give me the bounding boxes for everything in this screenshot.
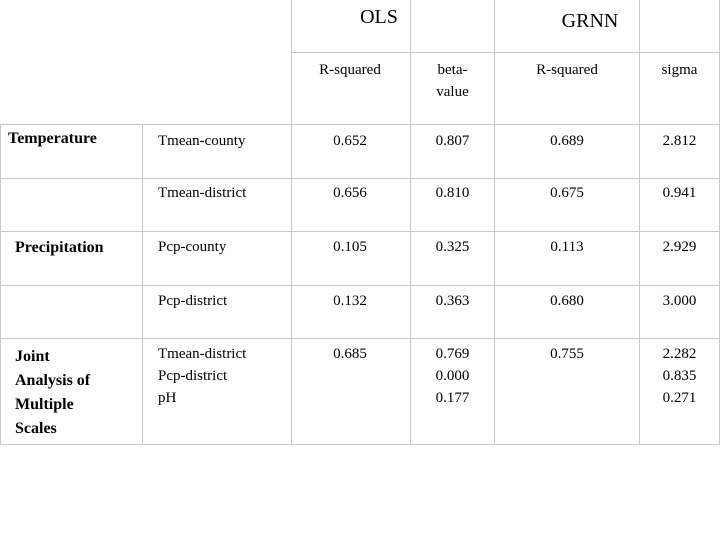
sigma-cell: 2.929 [662, 239, 697, 255]
ols-r2-cell: 0.656 [333, 185, 367, 201]
col-ols-r2: R-squared [319, 62, 381, 78]
sigma-cell: 3.000 [662, 293, 697, 309]
header-ols: OLS [360, 6, 398, 28]
beta-cell: 0.325 [435, 239, 470, 255]
beta-cell: 0.769 0.000 0.177 [435, 346, 470, 406]
variable-label: Pcp-district [158, 293, 228, 309]
beta-cell: 0.807 [435, 133, 470, 149]
sigma-cell: 2.812 [662, 133, 697, 149]
ols-r2-cell: 0.685 [333, 346, 367, 362]
grnn-r2-cell: 0.113 [550, 239, 584, 255]
ols-r2-cell: 0.132 [333, 293, 367, 309]
grnn-r2-cell: 0.675 [550, 185, 584, 201]
grnn-r2-cell: 0.689 [550, 133, 584, 149]
grnn-r2-cell: 0.755 [550, 346, 584, 362]
beta-cell: 0.810 [435, 185, 470, 201]
col-grnn-r2: R-squared [536, 62, 598, 78]
header-grnn: GRNN [561, 10, 619, 32]
group-label: Joint Analysis of Multiple Scales [15, 348, 91, 437]
variable-label: Tmean-district Pcp-district pH [158, 346, 247, 406]
ols-r2-cell: 0.652 [333, 133, 367, 149]
sigma-cell: 0.941 [662, 185, 697, 201]
variable-label: Pcp-county [158, 239, 227, 255]
group-label: Precipitation [15, 239, 104, 256]
group-label: Temperature [8, 130, 97, 147]
col-sigma: sigma [661, 62, 698, 78]
ols-r2-cell: 0.105 [333, 239, 367, 255]
beta-cell: 0.363 [435, 293, 470, 309]
variable-label: Tmean-district [158, 185, 247, 201]
col-beta-value: beta- value [436, 62, 469, 100]
sigma-cell: 2.282 0.835 0.271 [662, 346, 697, 406]
variable-label: Tmean-county [158, 133, 246, 149]
grnn-r2-cell: 0.680 [550, 293, 584, 309]
